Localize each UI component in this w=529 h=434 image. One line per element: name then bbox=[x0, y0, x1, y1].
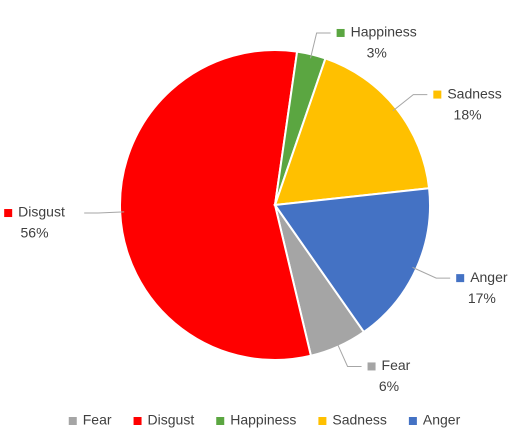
leader-line bbox=[310, 32, 331, 59]
label-swatch bbox=[367, 362, 376, 371]
label-swatch bbox=[433, 90, 442, 99]
value-label: 56% bbox=[21, 225, 49, 241]
legend-swatch bbox=[318, 417, 327, 425]
legend-swatch bbox=[133, 417, 142, 425]
label-swatch bbox=[336, 28, 345, 37]
slice-label: Disgust bbox=[18, 204, 65, 220]
leader-line bbox=[412, 266, 451, 279]
value-label: 3% bbox=[367, 45, 387, 61]
slice-label: Fear bbox=[382, 357, 411, 373]
value-label: 18% bbox=[454, 106, 482, 122]
legend-swatch bbox=[68, 417, 77, 425]
slice-label: Happiness bbox=[351, 24, 417, 40]
legend-label: Happiness bbox=[230, 412, 296, 428]
value-label: 17% bbox=[468, 290, 496, 306]
slice-label: Anger bbox=[470, 269, 508, 285]
slice-label: Sadness bbox=[447, 85, 501, 101]
legend-swatch bbox=[216, 417, 225, 425]
legend-swatch bbox=[408, 417, 417, 425]
leader-line bbox=[392, 94, 428, 112]
legend-label: Sadness bbox=[332, 412, 386, 428]
legend-label: Disgust bbox=[148, 412, 195, 428]
label-swatch bbox=[456, 274, 465, 283]
leader-line bbox=[336, 342, 362, 367]
legend-label: Anger bbox=[423, 412, 461, 428]
label-swatch bbox=[4, 209, 13, 218]
legend-label: Fear bbox=[83, 412, 112, 428]
value-label: 6% bbox=[379, 378, 399, 394]
leader-line bbox=[84, 211, 125, 214]
